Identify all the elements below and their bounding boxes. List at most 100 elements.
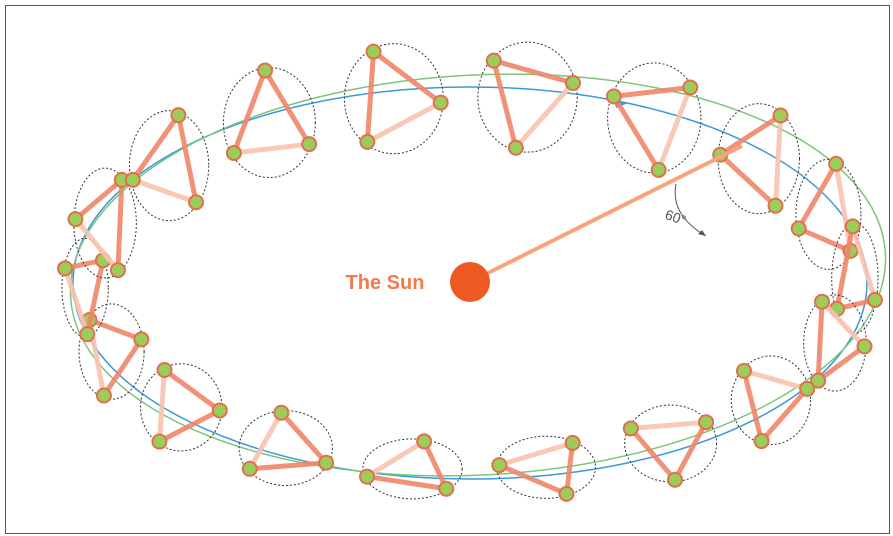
spacecraft	[650, 161, 667, 178]
spacecraft	[273, 404, 290, 421]
spacecraft	[558, 485, 575, 502]
sun	[450, 262, 490, 302]
spacecraft	[365, 43, 382, 60]
angle-arrow	[698, 230, 706, 236]
spacecraft	[301, 136, 318, 153]
orbit-circle	[795, 158, 862, 270]
laser-arm	[262, 68, 312, 147]
orbit-circle	[831, 222, 879, 334]
spacecraft	[799, 380, 816, 397]
spacecraft	[666, 471, 683, 488]
laser-arm	[717, 152, 779, 209]
spacecraft	[564, 74, 581, 91]
laser-arm	[175, 112, 199, 205]
spacecraft	[95, 387, 112, 404]
laser-arm	[815, 299, 825, 384]
laser-arm	[628, 419, 709, 431]
laser-arm	[231, 68, 268, 156]
spacecraft	[564, 434, 581, 451]
laser-arm	[130, 112, 181, 183]
spacecraft	[67, 211, 84, 228]
laser-arm	[563, 440, 576, 497]
spacecraft	[211, 402, 228, 419]
spacecraft	[790, 220, 807, 237]
constellation-orbit	[69, 73, 887, 477]
spacecraft	[622, 420, 639, 437]
laser-arm	[156, 367, 167, 445]
laser-arm	[491, 58, 519, 151]
laser-arm	[278, 410, 329, 466]
laser-arm	[611, 93, 662, 173]
orbit-circle	[61, 237, 109, 338]
spacecraft	[109, 262, 126, 279]
laser-arm	[759, 386, 810, 444]
laser-arm	[371, 49, 444, 106]
laser-arm	[364, 49, 377, 145]
spacecraft	[605, 88, 622, 105]
laser-arm	[513, 80, 576, 151]
frame	[5, 5, 890, 534]
laser-arm	[611, 84, 693, 99]
spacecraft-constellations	[57, 41, 883, 502]
orbit-circle	[477, 41, 578, 153]
spacecraft	[359, 468, 376, 485]
orbit-circle	[238, 410, 333, 486]
laser-arm	[72, 177, 125, 222]
orbit-circle	[730, 355, 812, 446]
spacecraft	[485, 52, 502, 69]
laser-arm	[72, 216, 121, 273]
spacecraft	[151, 433, 168, 450]
laser-arm	[850, 223, 878, 303]
spacecraft	[124, 171, 141, 188]
laser-arm	[819, 299, 868, 349]
earth-orbit	[72, 86, 868, 480]
laser-arm	[773, 113, 784, 209]
spacecraft	[767, 197, 784, 214]
laser-arm	[496, 440, 576, 468]
spacecraft	[257, 62, 274, 79]
spacecraft	[772, 107, 789, 124]
spacecraft	[507, 139, 524, 156]
spacecraft	[844, 218, 861, 235]
spacecraft	[416, 433, 433, 450]
spacecraft	[432, 94, 449, 111]
laser-arm	[421, 438, 449, 492]
spacecraft	[856, 338, 873, 355]
orbit-circle	[362, 438, 463, 500]
laser-arm	[491, 58, 576, 86]
spacecraft	[225, 145, 242, 162]
spacecraft	[79, 326, 96, 343]
laser-arm	[62, 265, 90, 337]
laser-arm	[84, 257, 106, 337]
laser-arm	[115, 177, 125, 273]
orbit-circle	[128, 110, 210, 222]
spacecraft	[133, 331, 150, 348]
laser-arm	[741, 368, 810, 392]
spacecraft	[753, 433, 770, 450]
spacecraft	[698, 414, 715, 431]
spacecraft	[828, 155, 845, 172]
spacecraft	[438, 480, 455, 497]
laser-arm	[672, 419, 709, 483]
spacecraft	[359, 133, 376, 150]
spacecraft	[170, 107, 187, 124]
laser-arm	[101, 336, 144, 399]
laser-arm	[130, 177, 199, 205]
laser-arm	[247, 460, 329, 472]
orbit-circle	[717, 103, 800, 215]
orbit-circle	[496, 435, 597, 499]
laser-arm	[161, 367, 223, 413]
laser-arm	[796, 161, 839, 232]
spacecraft	[814, 293, 831, 310]
spacecraft	[57, 260, 74, 277]
laser-arm	[156, 407, 223, 445]
orbit-circle	[78, 303, 145, 400]
laser-arm	[247, 410, 284, 472]
laser-arm	[815, 343, 868, 384]
laser-arm	[496, 462, 569, 497]
sun-ray	[469, 144, 743, 284]
laser-arm	[628, 425, 678, 483]
spacecraft	[241, 460, 258, 477]
spacecraft	[810, 372, 827, 389]
